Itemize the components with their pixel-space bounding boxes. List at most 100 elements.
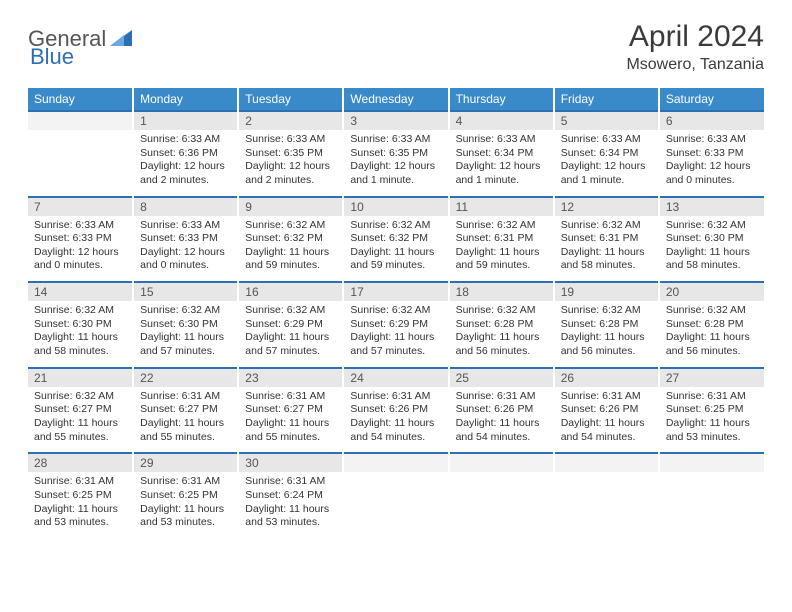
day-data: Sunrise: 6:31 AMSunset: 6:26 PMDaylight:…	[450, 387, 553, 451]
day-data: Sunrise: 6:31 AMSunset: 6:26 PMDaylight:…	[555, 387, 658, 451]
day-number: 29	[134, 452, 237, 472]
calendar-cell: 29Sunrise: 6:31 AMSunset: 6:25 PMDayligh…	[133, 451, 238, 537]
calendar-cell: 4Sunrise: 6:33 AMSunset: 6:34 PMDaylight…	[449, 110, 554, 195]
day-data: Sunrise: 6:31 AMSunset: 6:27 PMDaylight:…	[134, 387, 237, 451]
day-data: Sunrise: 6:31 AMSunset: 6:24 PMDaylight:…	[239, 472, 342, 536]
day-number: 10	[344, 196, 447, 216]
title-block: April 2024 Msowero, Tanzania	[626, 20, 764, 74]
day-number: 15	[134, 281, 237, 301]
calendar-cell: 16Sunrise: 6:32 AMSunset: 6:29 PMDayligh…	[238, 280, 343, 366]
day-number: 1	[134, 110, 237, 130]
day-data: Sunrise: 6:33 AMSunset: 6:36 PMDaylight:…	[134, 130, 237, 194]
calendar-cell: 14Sunrise: 6:32 AMSunset: 6:30 PMDayligh…	[28, 280, 133, 366]
calendar-cell: 21Sunrise: 6:32 AMSunset: 6:27 PMDayligh…	[28, 366, 133, 452]
day-data: Sunrise: 6:32 AMSunset: 6:30 PMDaylight:…	[660, 216, 764, 280]
weekday-header: Wednesday	[343, 88, 448, 110]
calendar-cell: 7Sunrise: 6:33 AMSunset: 6:33 PMDaylight…	[28, 195, 133, 281]
calendar-cell: 17Sunrise: 6:32 AMSunset: 6:29 PMDayligh…	[343, 280, 448, 366]
weekday-header: Tuesday	[238, 88, 343, 110]
calendar-week-row: 21Sunrise: 6:32 AMSunset: 6:27 PMDayligh…	[28, 366, 764, 452]
day-data: Sunrise: 6:33 AMSunset: 6:34 PMDaylight:…	[450, 130, 553, 194]
calendar-cell: 27Sunrise: 6:31 AMSunset: 6:25 PMDayligh…	[659, 366, 764, 452]
day-data: Sunrise: 6:32 AMSunset: 6:28 PMDaylight:…	[450, 301, 553, 365]
calendar-cell: 13Sunrise: 6:32 AMSunset: 6:30 PMDayligh…	[659, 195, 764, 281]
calendar-cell	[28, 110, 133, 195]
day-data: Sunrise: 6:32 AMSunset: 6:29 PMDaylight:…	[239, 301, 342, 365]
weekday-header: Saturday	[659, 88, 764, 110]
location: Msowero, Tanzania	[626, 56, 764, 74]
day-number: 14	[28, 281, 132, 301]
weekday-header: Friday	[554, 88, 659, 110]
day-data: Sunrise: 6:32 AMSunset: 6:30 PMDaylight:…	[28, 301, 132, 365]
day-number: 17	[344, 281, 447, 301]
day-number: 13	[660, 196, 764, 216]
day-number: 28	[28, 452, 132, 472]
empty-daynum	[344, 452, 447, 472]
calendar-cell: 12Sunrise: 6:32 AMSunset: 6:31 PMDayligh…	[554, 195, 659, 281]
day-number: 3	[344, 110, 447, 130]
calendar-cell: 23Sunrise: 6:31 AMSunset: 6:27 PMDayligh…	[238, 366, 343, 452]
day-data: Sunrise: 6:31 AMSunset: 6:25 PMDaylight:…	[134, 472, 237, 536]
day-data: Sunrise: 6:31 AMSunset: 6:25 PMDaylight:…	[660, 387, 764, 451]
calendar-cell: 11Sunrise: 6:32 AMSunset: 6:31 PMDayligh…	[449, 195, 554, 281]
calendar-cell: 18Sunrise: 6:32 AMSunset: 6:28 PMDayligh…	[449, 280, 554, 366]
empty-daynum	[450, 452, 553, 472]
weekday-header: Monday	[133, 88, 238, 110]
calendar-header: SundayMondayTuesdayWednesdayThursdayFrid…	[28, 88, 764, 110]
day-number: 22	[134, 367, 237, 387]
day-data: Sunrise: 6:32 AMSunset: 6:31 PMDaylight:…	[555, 216, 658, 280]
day-data: Sunrise: 6:32 AMSunset: 6:31 PMDaylight:…	[450, 216, 553, 280]
day-data: Sunrise: 6:33 AMSunset: 6:33 PMDaylight:…	[134, 216, 237, 280]
calendar-cell: 6Sunrise: 6:33 AMSunset: 6:33 PMDaylight…	[659, 110, 764, 195]
empty-daynum	[28, 110, 132, 130]
day-data: Sunrise: 6:32 AMSunset: 6:28 PMDaylight:…	[555, 301, 658, 365]
calendar-cell	[449, 451, 554, 537]
day-data: Sunrise: 6:32 AMSunset: 6:32 PMDaylight:…	[344, 216, 447, 280]
day-number: 9	[239, 196, 342, 216]
day-number: 27	[660, 367, 764, 387]
day-number: 26	[555, 367, 658, 387]
day-data: Sunrise: 6:31 AMSunset: 6:27 PMDaylight:…	[239, 387, 342, 451]
day-data: Sunrise: 6:33 AMSunset: 6:33 PMDaylight:…	[660, 130, 764, 194]
calendar-cell: 26Sunrise: 6:31 AMSunset: 6:26 PMDayligh…	[554, 366, 659, 452]
calendar-cell: 28Sunrise: 6:31 AMSunset: 6:25 PMDayligh…	[28, 451, 133, 537]
calendar-cell: 2Sunrise: 6:33 AMSunset: 6:35 PMDaylight…	[238, 110, 343, 195]
calendar-cell	[659, 451, 764, 537]
calendar-week-row: 7Sunrise: 6:33 AMSunset: 6:33 PMDaylight…	[28, 195, 764, 281]
day-number: 5	[555, 110, 658, 130]
day-number: 23	[239, 367, 342, 387]
empty-daydata	[28, 130, 132, 184]
day-number: 6	[660, 110, 764, 130]
empty-daynum	[555, 452, 658, 472]
calendar-cell: 5Sunrise: 6:33 AMSunset: 6:34 PMDaylight…	[554, 110, 659, 195]
day-number: 20	[660, 281, 764, 301]
calendar-cell: 10Sunrise: 6:32 AMSunset: 6:32 PMDayligh…	[343, 195, 448, 281]
empty-daydata	[450, 472, 553, 526]
day-data: Sunrise: 6:32 AMSunset: 6:30 PMDaylight:…	[134, 301, 237, 365]
day-number: 21	[28, 367, 132, 387]
calendar-week-row: 14Sunrise: 6:32 AMSunset: 6:30 PMDayligh…	[28, 280, 764, 366]
day-data: Sunrise: 6:31 AMSunset: 6:26 PMDaylight:…	[344, 387, 447, 451]
day-number: 19	[555, 281, 658, 301]
header: General April 2024 Msowero, Tanzania	[28, 20, 764, 74]
day-number: 7	[28, 196, 132, 216]
calendar-cell: 25Sunrise: 6:31 AMSunset: 6:26 PMDayligh…	[449, 366, 554, 452]
page-container: General April 2024 Msowero, Tanzania Blu…	[0, 0, 792, 558]
calendar-cell	[554, 451, 659, 537]
calendar-cell	[343, 451, 448, 537]
calendar-week-row: 1Sunrise: 6:33 AMSunset: 6:36 PMDaylight…	[28, 110, 764, 195]
day-data: Sunrise: 6:32 AMSunset: 6:27 PMDaylight:…	[28, 387, 132, 451]
day-number: 16	[239, 281, 342, 301]
calendar-cell: 24Sunrise: 6:31 AMSunset: 6:26 PMDayligh…	[343, 366, 448, 452]
calendar-cell: 20Sunrise: 6:32 AMSunset: 6:28 PMDayligh…	[659, 280, 764, 366]
day-data: Sunrise: 6:33 AMSunset: 6:33 PMDaylight:…	[28, 216, 132, 280]
day-number: 30	[239, 452, 342, 472]
empty-daydata	[660, 472, 764, 526]
day-number: 18	[450, 281, 553, 301]
day-data: Sunrise: 6:32 AMSunset: 6:29 PMDaylight:…	[344, 301, 447, 365]
empty-daynum	[660, 452, 764, 472]
day-number: 4	[450, 110, 553, 130]
day-number: 25	[450, 367, 553, 387]
calendar-cell: 1Sunrise: 6:33 AMSunset: 6:36 PMDaylight…	[133, 110, 238, 195]
day-number: 11	[450, 196, 553, 216]
